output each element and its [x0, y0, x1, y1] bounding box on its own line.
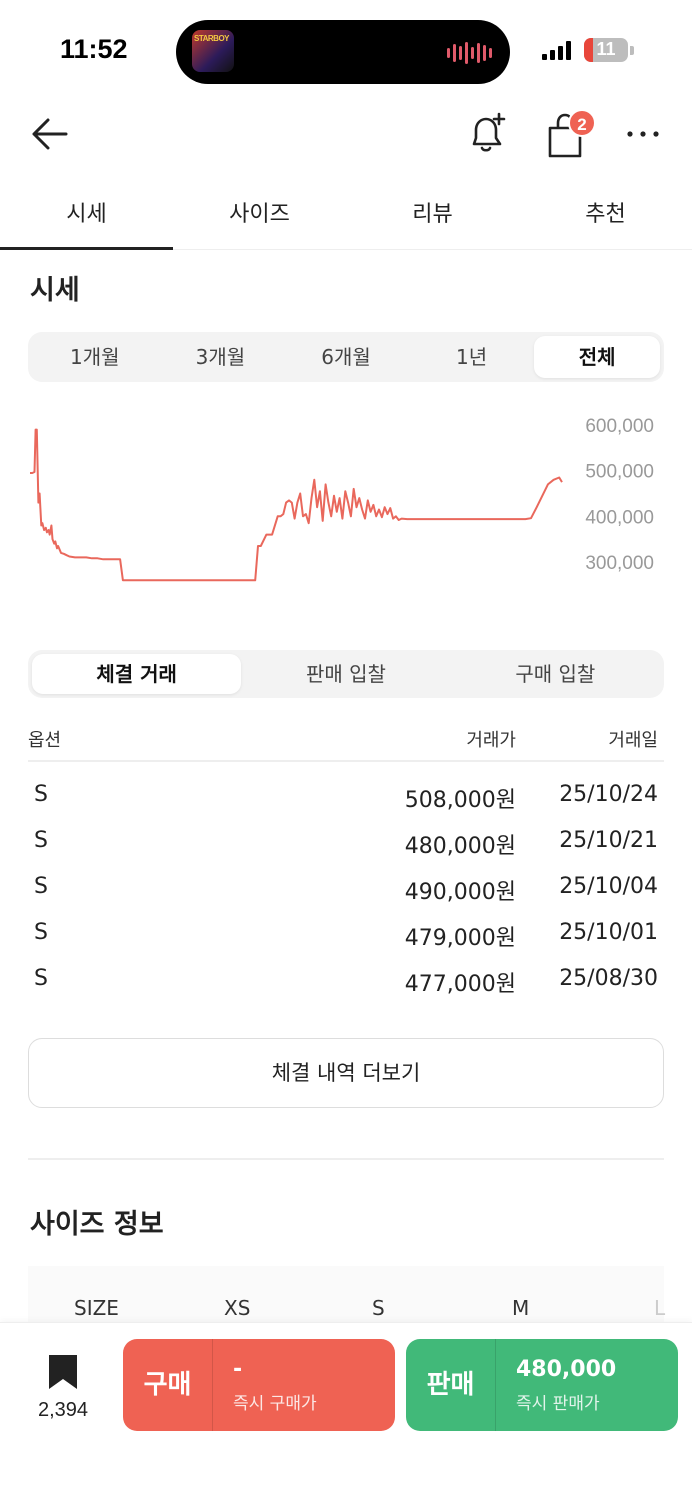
size-col-xs: XS — [224, 1296, 251, 1320]
more-horizontal-icon — [627, 131, 659, 137]
size-info-title: 사이즈 정보 — [30, 1209, 164, 1240]
y-tick-label: 600,000 — [585, 416, 654, 437]
top-nav: 2 — [0, 100, 692, 168]
trade-tab-sell-bids[interactable]: 판매 입찰 — [306, 662, 386, 686]
status-time: 11:52 — [60, 34, 128, 64]
header-option: 옵션 — [28, 730, 62, 751]
status-bar: 11:52 STARBOY 11 — [0, 0, 692, 100]
table-row: S 480,000원 25/10/21 — [28, 820, 664, 866]
now-playing-album-art: STARBOY — [192, 30, 234, 72]
row-date: 25/08/30 — [559, 966, 658, 991]
trade-tab-buy-bids[interactable]: 구매 입찰 — [515, 662, 596, 686]
period-3m[interactable]: 3개월 — [195, 345, 246, 369]
notification-add-button[interactable] — [466, 110, 510, 156]
wishlist-count: 2,394 — [37, 1399, 89, 1421]
y-tick-label: 400,000 — [585, 507, 654, 528]
period-1y[interactable]: 1년 — [456, 345, 488, 369]
row-price: 479,000원 — [404, 926, 516, 951]
row-option: S — [34, 874, 48, 899]
table-row: S 508,000원 25/10/24 — [28, 774, 664, 820]
audio-waveform-icon — [447, 42, 492, 64]
row-price: 508,000원 — [404, 788, 516, 813]
buy-label: 구매 — [123, 1339, 213, 1431]
y-tick-label: 300,000 — [585, 553, 654, 574]
row-option: S — [34, 966, 48, 991]
buy-sublabel: 즉시 구매가 — [233, 1394, 317, 1414]
arrow-left-icon — [32, 118, 68, 150]
row-date: 25/10/04 — [559, 874, 658, 899]
sell-sublabel: 즉시 판매가 — [516, 1394, 600, 1414]
section-divider — [28, 1158, 664, 1160]
header-price: 거래가 — [466, 730, 516, 751]
trade-tab-completed[interactable]: 체결 거래 — [32, 654, 242, 694]
tab-size[interactable]: 사이즈 — [229, 202, 290, 227]
cart-count-badge: 2 — [568, 109, 596, 137]
price-section-title: 시세 — [30, 275, 80, 306]
size-col-l: L — [654, 1296, 666, 1320]
table-row: S 490,000원 25/10/04 — [28, 866, 664, 912]
row-option: S — [34, 920, 48, 945]
header-date: 거래일 — [608, 730, 658, 751]
period-1m[interactable]: 1개월 — [70, 345, 120, 369]
battery-icon: 11 — [584, 38, 628, 62]
row-price: 480,000원 — [404, 834, 516, 859]
album-art-text: STARBOY — [194, 34, 230, 43]
trade-type-selector: 체결 거래 판매 입찰 구매 입찰 — [28, 650, 664, 698]
tab-recommend[interactable]: 추천 — [585, 202, 626, 227]
view-more-trades-button[interactable]: 체결 내역 더보기 — [28, 1038, 664, 1108]
product-tabs: 시세 사이즈 리뷰 추천 — [0, 172, 692, 250]
trade-table-body: S 508,000원 25/10/24 S 480,000원 25/10/21 … — [28, 774, 664, 1004]
row-price: 490,000원 — [404, 880, 516, 905]
sell-label: 판매 — [406, 1339, 496, 1431]
bell-plus-icon — [472, 112, 506, 152]
row-date: 25/10/21 — [559, 828, 658, 853]
row-price: 477,000원 — [404, 972, 516, 997]
trade-table-header: 옵션 거래가 거래일 — [28, 720, 664, 762]
y-tick-label: 500,000 — [585, 462, 654, 483]
battery-cap — [630, 46, 634, 55]
back-button[interactable] — [28, 114, 72, 154]
size-col-m: M — [512, 1296, 530, 1320]
row-date: 25/10/01 — [559, 920, 658, 945]
buy-price: - — [233, 1357, 243, 1382]
bookmark-icon — [49, 1355, 77, 1389]
row-date: 25/10/24 — [559, 782, 658, 807]
size-info-table[interactable]: SIZE XS S M L — [28, 1266, 666, 1326]
bottom-action-bar: 2,394 구매 - 즉시 구매가 판매 480,000 즉시 판매가 — [0, 1322, 692, 1500]
price-chart[interactable]: 600,000 500,000 400,000 300,000 — [0, 400, 692, 620]
period-6m[interactable]: 6개월 — [321, 345, 371, 369]
table-row: S 479,000원 25/10/01 — [28, 912, 664, 958]
sell-button[interactable]: 판매 480,000 즉시 판매가 — [406, 1339, 678, 1431]
sell-price: 480,000 — [516, 1357, 617, 1382]
size-col-s: S — [372, 1296, 385, 1320]
row-option: S — [34, 782, 48, 807]
battery-level: 11 — [596, 39, 616, 59]
dynamic-island[interactable]: STARBOY — [176, 20, 510, 84]
more-options-button[interactable] — [622, 116, 666, 152]
tab-review[interactable]: 리뷰 — [412, 202, 453, 227]
period-selector: 1개월 3개월 6개월 1년 전체 — [28, 332, 664, 382]
table-row: S 477,000원 25/08/30 — [28, 958, 664, 1004]
price-series-line — [30, 428, 563, 582]
row-option: S — [34, 828, 48, 853]
wishlist-button[interactable]: 2,394 — [26, 1353, 100, 1422]
period-all[interactable]: 전체 — [534, 336, 660, 378]
tab-price[interactable]: 시세 — [0, 172, 173, 250]
size-col-header: SIZE — [74, 1296, 119, 1320]
buy-button[interactable]: 구매 - 즉시 구매가 — [123, 1339, 395, 1431]
cellular-signal-icon — [542, 40, 571, 60]
